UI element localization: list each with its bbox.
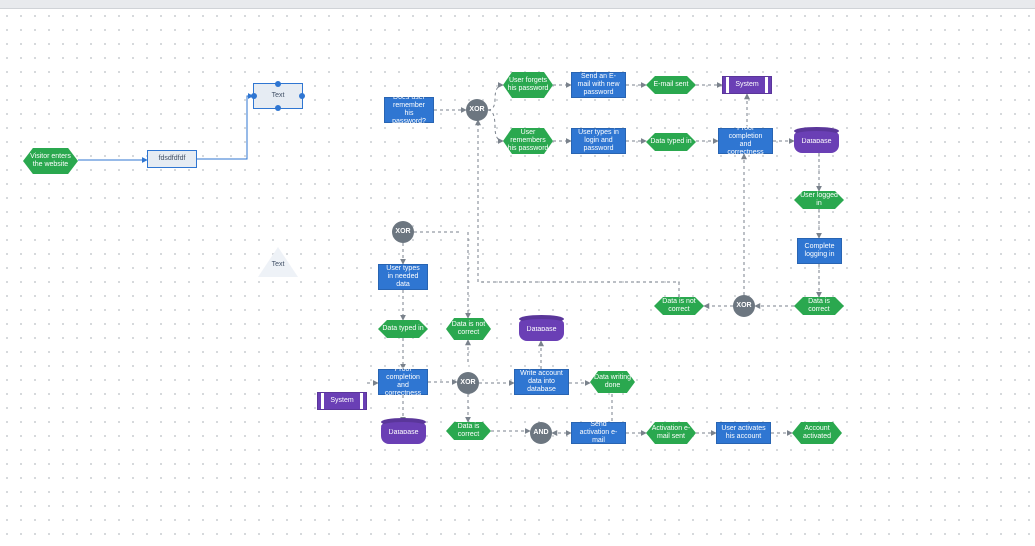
node-forgets[interactable]: User forgets his password xyxy=(503,72,553,98)
node-database3[interactable]: Database xyxy=(381,422,426,444)
diagram-canvas[interactable]: Visitor enters the website fdsdfdfdf Text T… xyxy=(0,9,1035,546)
node-typed_in_2[interactable]: Data typed in xyxy=(378,320,428,338)
node-types_needed[interactable]: User types in needed data xyxy=(378,264,428,290)
node-proof1[interactable]: Proof completion and correctness xyxy=(718,128,773,154)
node-act_sent[interactable]: Activation e-mail sent xyxy=(646,422,696,444)
node-send_new_pw[interactable]: Send an E-mail with new password xyxy=(571,72,626,98)
node-data_write_done[interactable]: Data writing done xyxy=(590,371,635,393)
node-tri_text[interactable]: Text xyxy=(258,247,298,277)
toolbar xyxy=(0,0,1035,9)
node-text_box[interactable]: Text xyxy=(253,83,303,109)
node-user_activates[interactable]: User activates his account xyxy=(716,422,771,444)
node-email_sent[interactable]: E-mail sent xyxy=(646,76,696,94)
node-types_login[interactable]: User types in login and password xyxy=(571,128,626,154)
node-data_correct_r[interactable]: Data is correct xyxy=(794,297,844,315)
node-remembers[interactable]: User remembers his password xyxy=(503,128,553,154)
node-database1[interactable]: Database xyxy=(794,131,839,153)
node-xor2[interactable]: XOR xyxy=(733,295,755,317)
node-system2[interactable]: System xyxy=(317,392,367,410)
node-remember_q[interactable]: Does user remember his password? xyxy=(384,97,434,123)
node-user_logged[interactable]: User logged in xyxy=(794,191,844,209)
node-data_correct_l[interactable]: Data is correct xyxy=(446,422,491,440)
node-xor1[interactable]: XOR xyxy=(466,99,488,121)
node-visitor[interactable]: Visitor enters the website xyxy=(23,148,78,174)
node-send_act[interactable]: Send activation e-mail xyxy=(571,422,626,444)
node-data_not_correct_l[interactable]: Data is not correct xyxy=(446,318,491,340)
node-data_not_correct_r[interactable]: Data is not correct xyxy=(654,297,704,315)
node-xor4[interactable]: XOR xyxy=(457,372,479,394)
node-system1[interactable]: System xyxy=(722,76,772,94)
node-and1[interactable]: AND xyxy=(530,422,552,444)
edge-4 xyxy=(488,110,503,141)
edge-1 xyxy=(197,96,253,159)
node-typed_in_1[interactable]: Data typed in xyxy=(646,133,696,151)
edge-3 xyxy=(488,85,503,110)
node-xor3[interactable]: XOR xyxy=(392,221,414,243)
node-database2[interactable]: Database xyxy=(519,319,564,341)
node-fdsdfdfdf[interactable]: fdsdfdfdf xyxy=(147,150,197,168)
node-write_acct[interactable]: Write account data into database xyxy=(514,369,569,395)
node-acct_activated[interactable]: Account activated xyxy=(792,422,842,444)
node-proof2[interactable]: Proof completion and correctness xyxy=(378,369,428,395)
node-complete_login[interactable]: Complete logging in xyxy=(797,238,842,264)
